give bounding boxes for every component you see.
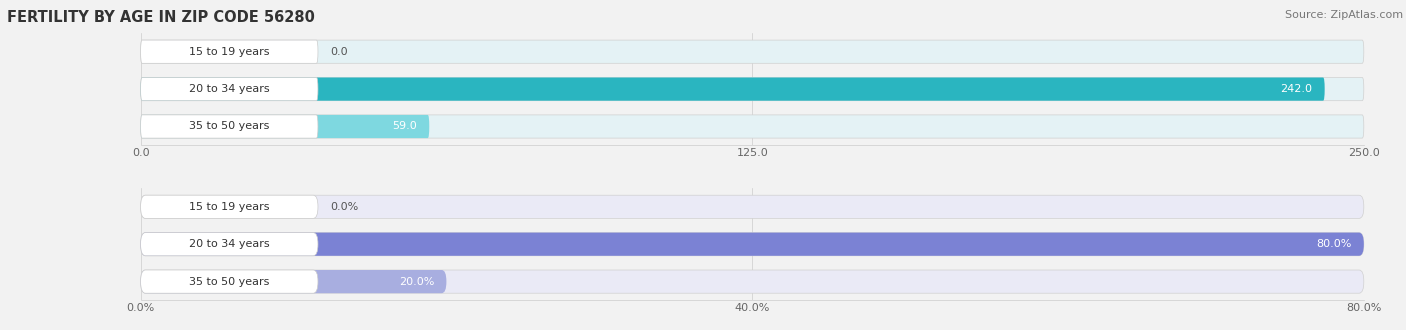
Text: 0.0: 0.0 — [330, 47, 347, 57]
FancyBboxPatch shape — [141, 270, 447, 293]
Text: Source: ZipAtlas.com: Source: ZipAtlas.com — [1285, 10, 1403, 20]
Text: 35 to 50 years: 35 to 50 years — [188, 277, 270, 286]
FancyBboxPatch shape — [141, 78, 1324, 101]
FancyBboxPatch shape — [141, 40, 318, 63]
FancyBboxPatch shape — [141, 78, 1364, 101]
Text: 20 to 34 years: 20 to 34 years — [188, 84, 270, 94]
FancyBboxPatch shape — [141, 115, 1364, 138]
Text: 20.0%: 20.0% — [399, 277, 434, 286]
FancyBboxPatch shape — [141, 270, 1364, 293]
FancyBboxPatch shape — [141, 78, 318, 101]
FancyBboxPatch shape — [141, 270, 318, 293]
FancyBboxPatch shape — [141, 195, 1364, 218]
Text: 15 to 19 years: 15 to 19 years — [188, 202, 270, 212]
Text: 59.0: 59.0 — [392, 121, 418, 131]
Text: 20 to 34 years: 20 to 34 years — [188, 239, 270, 249]
FancyBboxPatch shape — [141, 233, 1364, 256]
FancyBboxPatch shape — [141, 233, 318, 256]
Text: 15 to 19 years: 15 to 19 years — [188, 47, 270, 57]
FancyBboxPatch shape — [141, 195, 318, 218]
Text: 242.0: 242.0 — [1281, 84, 1312, 94]
FancyBboxPatch shape — [141, 115, 429, 138]
Text: 0.0%: 0.0% — [330, 202, 359, 212]
Text: 80.0%: 80.0% — [1316, 239, 1351, 249]
Text: FERTILITY BY AGE IN ZIP CODE 56280: FERTILITY BY AGE IN ZIP CODE 56280 — [7, 10, 315, 25]
FancyBboxPatch shape — [141, 233, 1364, 256]
FancyBboxPatch shape — [141, 40, 1364, 63]
FancyBboxPatch shape — [141, 115, 318, 138]
Text: 35 to 50 years: 35 to 50 years — [188, 121, 270, 131]
